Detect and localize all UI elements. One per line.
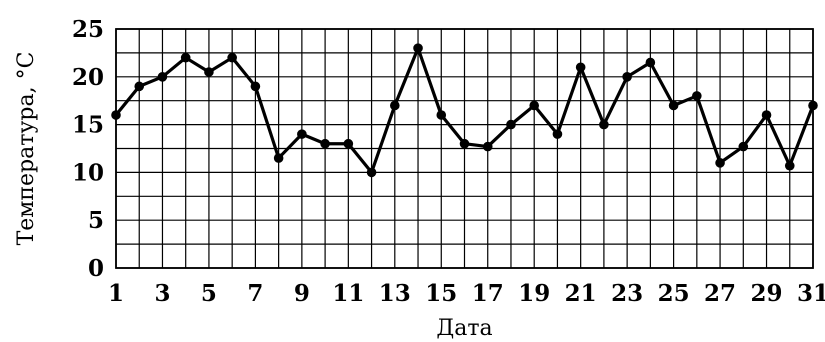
x-tick-label: 19 bbox=[518, 280, 550, 307]
data-point bbox=[738, 141, 749, 152]
data-point bbox=[784, 160, 795, 171]
x-tick-label: 27 bbox=[704, 280, 736, 307]
x-tick-label: 1 bbox=[108, 280, 124, 307]
data-point bbox=[575, 62, 586, 73]
data-point bbox=[715, 158, 725, 168]
plot-frame bbox=[115, 28, 814, 269]
data-point bbox=[273, 153, 284, 163]
data-point bbox=[180, 52, 191, 63]
data-point bbox=[134, 81, 145, 92]
x-tick-label: 11 bbox=[332, 280, 364, 307]
data-point bbox=[204, 67, 214, 77]
data-point bbox=[645, 57, 656, 68]
data-point bbox=[390, 100, 400, 111]
x-tick-label: 13 bbox=[379, 280, 411, 307]
data-point bbox=[761, 110, 772, 120]
y-axis-label: Температура, °С bbox=[14, 52, 39, 246]
data-point bbox=[552, 129, 563, 139]
data-point bbox=[808, 100, 818, 111]
y-tick-label: 0 bbox=[88, 255, 104, 282]
y-tick-label: 25 bbox=[72, 16, 104, 43]
x-tick-label: 21 bbox=[565, 280, 597, 307]
x-tick-label: 3 bbox=[154, 280, 170, 307]
x-tick-label: 25 bbox=[658, 280, 690, 307]
x-tick-label: 5 bbox=[201, 280, 217, 307]
data-point bbox=[622, 72, 632, 82]
y-tick-label: 20 bbox=[72, 64, 104, 91]
y-tick-label: 5 bbox=[88, 207, 104, 234]
x-tick-label: 31 bbox=[797, 280, 825, 307]
x-tick-label: 7 bbox=[247, 280, 263, 307]
data-point bbox=[227, 52, 237, 63]
data-point bbox=[250, 81, 261, 92]
data-point bbox=[668, 100, 679, 111]
x-tick-labels: 1 3 5 7 9 11 13 15 17 19 21 23 25 27 29 31 bbox=[108, 280, 825, 307]
x-axis-label: Дата bbox=[436, 316, 492, 341]
data-point bbox=[413, 43, 423, 53]
data-point bbox=[506, 119, 516, 130]
y-tick-label: 15 bbox=[72, 112, 104, 139]
data-point bbox=[436, 110, 447, 120]
data-point bbox=[692, 91, 702, 101]
data-point bbox=[482, 141, 493, 152]
data-point bbox=[111, 110, 121, 120]
x-tick-label: 17 bbox=[472, 280, 504, 307]
series-group bbox=[111, 43, 818, 178]
x-tick-label: 23 bbox=[611, 280, 643, 307]
x-tick-label: 29 bbox=[751, 280, 783, 307]
y-tick-labels: 0 5 10 15 20 25 bbox=[72, 16, 104, 282]
data-point bbox=[366, 167, 377, 178]
y-tick-label: 10 bbox=[72, 159, 104, 186]
data-point bbox=[343, 138, 354, 149]
data-point bbox=[157, 72, 168, 82]
x-tick-label: 9 bbox=[294, 280, 310, 307]
data-point bbox=[599, 119, 609, 130]
data-point bbox=[529, 100, 539, 111]
data-point bbox=[459, 138, 470, 149]
data-point bbox=[320, 138, 330, 149]
data-point bbox=[297, 129, 307, 139]
x-tick-label: 15 bbox=[425, 280, 457, 307]
